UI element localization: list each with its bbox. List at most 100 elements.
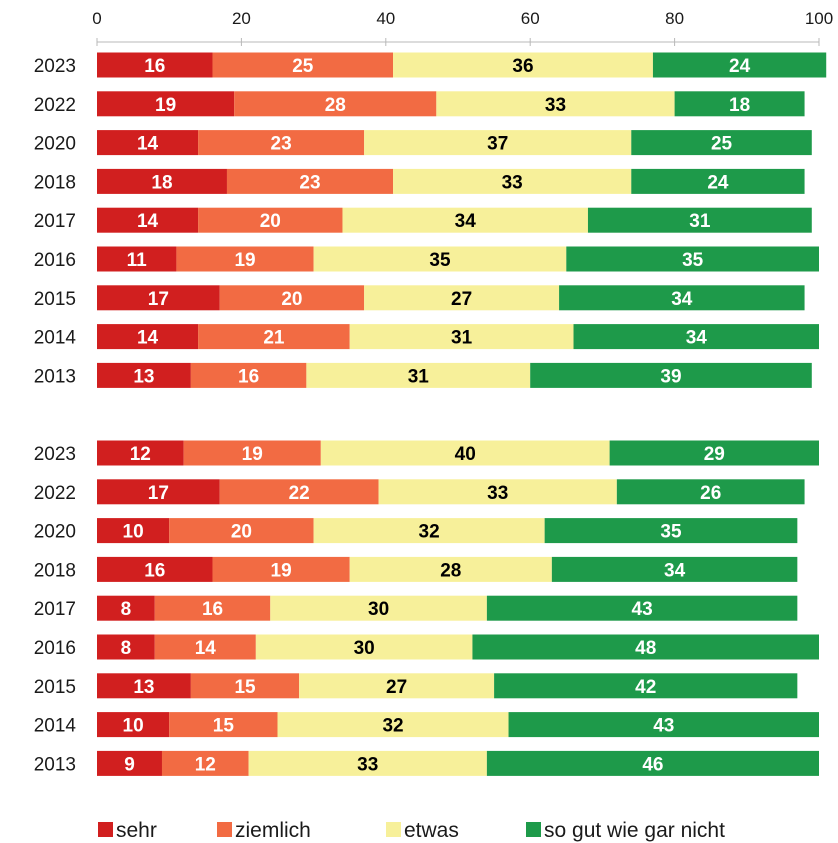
y-category-label: 2013 [34, 366, 76, 387]
bar-row: 2014 14 21 31 34 [34, 324, 819, 350]
bar-value-label: 35 [429, 250, 451, 271]
bar-segment [97, 556, 213, 582]
bar-value-label: 24 [729, 56, 751, 77]
bar-row: 2017 14 20 34 31 [34, 207, 812, 233]
y-category-label: 2018 [34, 560, 76, 581]
legend-swatch [386, 822, 401, 837]
bar-segment [559, 285, 805, 311]
bar-value-label: 34 [664, 560, 686, 581]
bar-segment [212, 556, 350, 582]
y-category-label: 2017 [34, 211, 76, 232]
bar-segment [97, 130, 199, 156]
bar-segment [566, 246, 819, 272]
bar-segment [306, 362, 531, 388]
bar-segment [97, 712, 170, 738]
y-category-label: 2022 [34, 95, 76, 116]
bar-value-label: 17 [148, 289, 169, 310]
bar-value-label: 14 [195, 638, 217, 659]
bar-segment [169, 712, 278, 738]
bar-value-label: 40 [455, 444, 476, 465]
y-category-label: 2016 [34, 638, 76, 659]
bar-segment [198, 207, 343, 233]
legend-item: sehr [98, 819, 157, 842]
bar-value-label: 14 [137, 328, 159, 349]
bar-segment [97, 518, 170, 544]
bar-row: 2013 13 16 31 39 [34, 362, 812, 388]
bar-segment [248, 750, 487, 776]
bar-value-label: 12 [130, 444, 151, 465]
bar-segment [652, 52, 827, 78]
y-category-label: 2023 [34, 444, 76, 465]
bar-segment [551, 556, 798, 582]
bar-value-label: 20 [281, 289, 302, 310]
bar-value-label: 14 [137, 211, 159, 232]
bar-value-label: 33 [487, 483, 508, 504]
bar-segment [161, 750, 249, 776]
bar-value-label: 8 [121, 638, 132, 659]
bar-value-label: 10 [123, 716, 144, 737]
legend-label: so gut wie gar nicht [544, 819, 725, 842]
bar-row: 2016 8 14 30 48 [34, 634, 819, 660]
y-category-label: 2015 [34, 677, 76, 698]
bar-group-2: 2023 12 19 40 29 2022 17 22 33 26 2020 10 20 32 35 2018… [34, 440, 819, 776]
bar-row: 2015 13 15 27 42 [34, 673, 798, 699]
bar-row: 2018 18 23 33 24 [34, 168, 805, 194]
bar-segment [313, 518, 545, 544]
bar-value-label: 23 [271, 134, 292, 155]
bar-segment [349, 556, 552, 582]
bar-row: 2015 17 20 27 34 [34, 285, 805, 311]
bar-segment [349, 324, 574, 350]
bar-segment [97, 479, 220, 505]
bar-segment [631, 168, 805, 194]
bar-segment [631, 130, 812, 156]
bar-segment [97, 750, 162, 776]
bar-segment [97, 673, 191, 699]
x-tick-label: 20 [232, 9, 251, 28]
bar-value-label: 30 [354, 638, 375, 659]
bar-segment [364, 130, 632, 156]
bar-value-label: 48 [635, 638, 656, 659]
bar-value-label: 27 [386, 677, 407, 698]
bar-segment [472, 634, 819, 660]
bar-value-label: 21 [263, 328, 285, 349]
bar-value-label: 35 [682, 250, 704, 271]
bar-value-label: 34 [686, 328, 708, 349]
bar-segment [212, 52, 394, 78]
bar-value-label: 32 [419, 522, 440, 543]
bar-value-label: 13 [133, 677, 154, 698]
bar-value-label: 12 [195, 754, 216, 775]
legend-swatch [526, 822, 541, 837]
bar-value-label: 43 [653, 716, 674, 737]
bar-row: 2013 9 12 33 46 [34, 750, 819, 776]
legend-swatch [98, 822, 113, 837]
bar-segment [573, 324, 819, 350]
bar-row: 2017 8 16 30 43 [34, 595, 798, 621]
x-tick-label: 100 [805, 9, 833, 28]
bar-value-label: 11 [127, 250, 148, 271]
legend-item: etwas [386, 819, 459, 842]
bar-value-label: 39 [660, 366, 681, 387]
bar-segment [486, 750, 819, 776]
bar-row: 2016 11 19 35 35 [34, 246, 819, 272]
bar-segment [255, 634, 473, 660]
bar-segment [219, 285, 365, 311]
y-category-label: 2020 [34, 134, 76, 155]
bar-value-label: 16 [202, 599, 223, 620]
bar-value-label: 18 [729, 95, 750, 116]
bar-segment [674, 91, 805, 117]
bar-segment [494, 673, 798, 699]
bar-segment [97, 168, 227, 194]
legend-item: so gut wie gar nicht [526, 819, 725, 842]
x-tick-label: 40 [376, 9, 395, 28]
bar-value-label: 16 [144, 560, 165, 581]
bar-row: 2022 17 22 33 26 [34, 479, 805, 505]
bar-value-label: 31 [408, 366, 430, 387]
bar-value-label: 25 [292, 56, 314, 77]
bar-value-label: 34 [455, 211, 477, 232]
bar-segment [277, 712, 509, 738]
bar-segment [342, 207, 588, 233]
bar-row: 2018 16 19 28 34 [34, 556, 798, 582]
legend-label: ziemlich [235, 819, 311, 842]
bar-segment [313, 246, 567, 272]
